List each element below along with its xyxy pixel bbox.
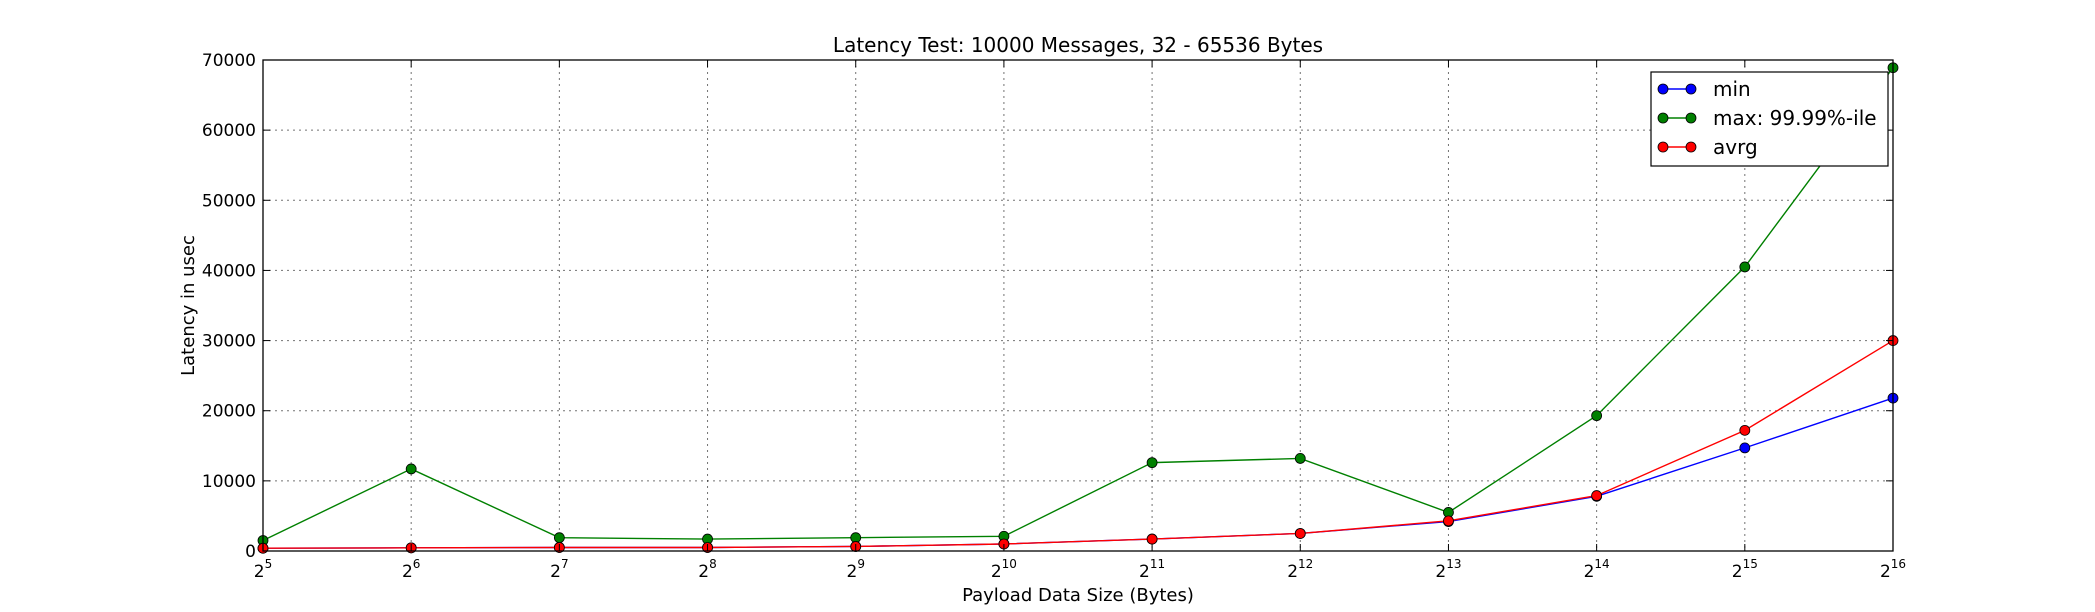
legend-label: max: 99.99%-ile — [1713, 106, 1877, 130]
data-point — [553, 532, 565, 544]
x-tick-base: 2 — [1435, 562, 1446, 582]
y-tick-label: 20000 — [202, 402, 256, 422]
x-tick-exponent: 16 — [1891, 557, 1906, 571]
x-tick-base: 2 — [846, 562, 857, 582]
x-tick-label: 212 — [1287, 557, 1313, 582]
x-tick-exponent: 12 — [1298, 557, 1313, 571]
y-tick-label: 50000 — [202, 191, 256, 211]
data-point — [1294, 453, 1306, 464]
legend: min max: 99.99%-ile avrg — [1650, 71, 1889, 167]
y-tick-label: 70000 — [202, 51, 256, 71]
x-tick-label: 27 — [550, 557, 568, 582]
legend-marker — [1685, 83, 1697, 95]
legend-marker — [1685, 141, 1697, 153]
legend-label: min — [1713, 77, 1751, 101]
y-axis-label: Latency in usec — [178, 235, 199, 376]
legend-marker — [1657, 83, 1669, 95]
legend-item: avrg — [1657, 135, 1758, 159]
data-point — [1294, 528, 1306, 539]
y-tick-label: 30000 — [202, 332, 256, 352]
data-point — [1739, 442, 1751, 454]
legend-item: min — [1657, 77, 1751, 101]
x-tick-label: 26 — [402, 557, 420, 582]
series-1 — [257, 62, 1899, 546]
x-tick-exponent: 15 — [1743, 557, 1758, 571]
legend-item: max: 99.99%-ile — [1657, 106, 1877, 130]
data-point — [1146, 533, 1158, 545]
x-tick-base: 2 — [1880, 562, 1891, 582]
x-tick-exponent: 5 — [265, 557, 273, 571]
legend-marker — [1685, 112, 1697, 124]
data-point — [1591, 410, 1603, 422]
series-line — [262, 339, 1894, 549]
series-line — [262, 67, 1894, 542]
x-tick-base: 2 — [698, 562, 709, 582]
x-tick-base: 2 — [550, 562, 561, 582]
x-tick-exponent: 7 — [561, 557, 569, 571]
x-tick-base: 2 — [1287, 562, 1298, 582]
data-point — [405, 463, 417, 475]
x-tick-label: 210 — [991, 557, 1017, 582]
x-tick-label: 213 — [1435, 557, 1461, 582]
x-tick-base: 2 — [1732, 562, 1743, 582]
series-0 — [257, 392, 1899, 554]
x-tick-base: 2 — [1139, 562, 1150, 582]
data-point — [1443, 515, 1454, 527]
x-tick-base: 2 — [254, 562, 265, 582]
x-tick-exponent: 13 — [1446, 557, 1461, 571]
legend-marker — [1657, 112, 1669, 124]
y-tick-label: 10000 — [202, 472, 256, 492]
x-tick-label: 29 — [846, 557, 864, 582]
grid-layer — [263, 60, 1893, 551]
y-tick-label: 60000 — [202, 121, 256, 141]
plot-frame — [262, 59, 1894, 552]
x-tick-label: 216 — [1880, 557, 1906, 582]
legend-label: avrg — [1713, 135, 1758, 159]
x-tick-exponent: 11 — [1150, 557, 1165, 571]
x-tick-base: 2 — [991, 562, 1002, 582]
series-2 — [257, 335, 1899, 554]
data-point — [1146, 457, 1158, 469]
x-tick-exponent: 9 — [857, 557, 865, 571]
x-tick-exponent: 8 — [709, 557, 717, 571]
data-point — [1591, 490, 1603, 501]
x-tick-label: 211 — [1139, 557, 1165, 582]
x-tick-exponent: 14 — [1594, 557, 1609, 571]
x-tick-label: 25 — [254, 557, 272, 582]
x-axis-label: Payload Data Size (Bytes) — [962, 585, 1194, 606]
x-tick-exponent: 10 — [1002, 557, 1017, 571]
y-tick-label: 40000 — [202, 261, 256, 281]
x-tick-label: 215 — [1732, 557, 1758, 582]
chart-title: Latency Test: 10000 Messages, 32 - 65536… — [833, 33, 1323, 57]
legend-marker — [1657, 141, 1669, 153]
x-tick-label: 28 — [698, 557, 716, 582]
data-point — [1739, 261, 1751, 273]
x-tick-exponent: 6 — [413, 557, 421, 571]
x-tick-label: 214 — [1584, 557, 1610, 582]
y-tick-label: 0 — [245, 542, 256, 562]
x-tick-base: 2 — [1584, 562, 1595, 582]
x-tick-base: 2 — [402, 562, 413, 582]
data-point — [1739, 424, 1751, 436]
